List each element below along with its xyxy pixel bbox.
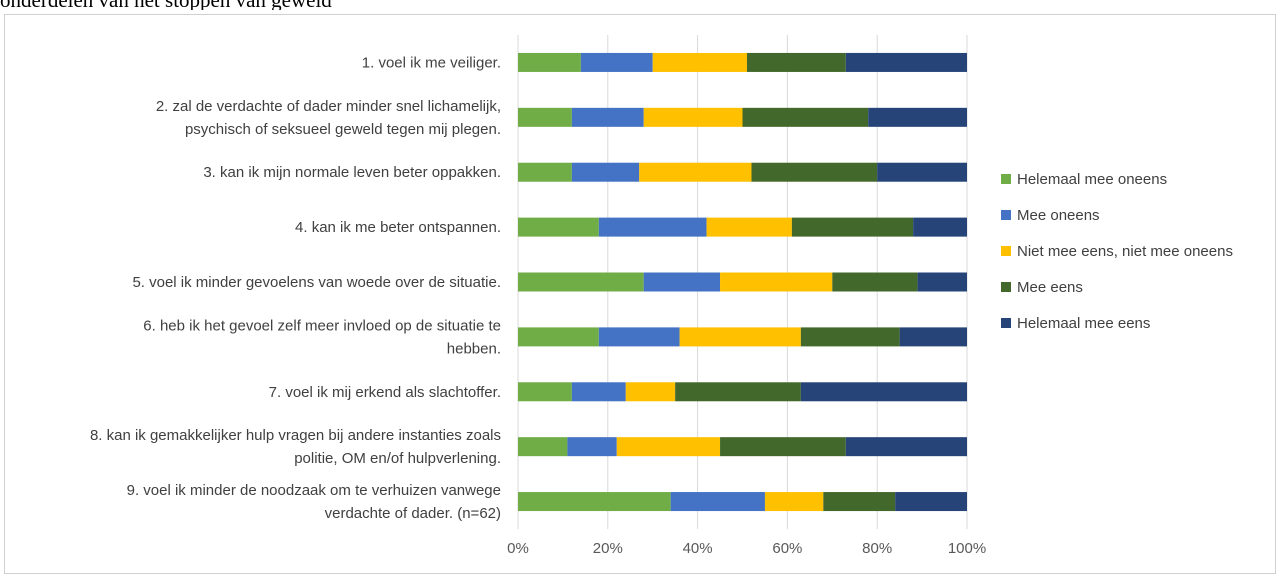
category-label: 3. kan ik mijn normale leven beter oppak… (203, 164, 501, 181)
bar-segment (845, 437, 967, 457)
bar-segment (877, 162, 967, 182)
bar-segment (518, 327, 599, 347)
category-label-line: 7. voel ik mij erkend als slachtoffer. (269, 384, 501, 401)
category-label-line: 9. voel ik minder de noodzaak om te verh… (127, 482, 501, 499)
bar-segment (895, 492, 967, 512)
legend-swatch (1001, 246, 1011, 256)
category-label-line: 1. voel ik me veiliger. (362, 54, 501, 71)
legend-swatch (1001, 210, 1011, 220)
bar-segment (800, 382, 967, 402)
bar-segment (518, 217, 599, 237)
category-label: 8. kan ik gemakkelijker hulp vragen bij … (90, 427, 501, 467)
category-label-line: 5. voel ik minder gevoelens van woede ov… (132, 274, 501, 291)
legend-label: Helemaal mee eens (1017, 315, 1150, 332)
bar-segment (746, 52, 846, 72)
bar-segment (571, 162, 640, 182)
bar-segment (580, 52, 653, 72)
category-label: 5. voel ik minder gevoelens van woede ov… (132, 274, 501, 291)
bar-segment (518, 492, 671, 512)
category-label: 1. voel ik me veiliger. (362, 54, 501, 71)
bar-segment (913, 217, 967, 237)
bar-segment (899, 327, 967, 347)
category-label: 2. zal de verdachte of dader minder snel… (156, 98, 501, 138)
bar-segment (917, 272, 967, 292)
category-label-line: verdachte of dader. (n=62) (325, 505, 501, 522)
bar-segment (868, 107, 967, 127)
legend: Helemaal mee oneens Mee oneens Niet mee ee… (1001, 171, 1233, 332)
bar-segment (567, 437, 617, 457)
category-label-line: 8. kan ik gemakkelijker hulp vragen bij … (90, 427, 501, 444)
x-tick-label: 60% (772, 540, 802, 557)
x-tick-label: 20% (593, 540, 623, 557)
bar-segment (518, 162, 572, 182)
bar-segment (652, 52, 747, 72)
header-snippet: onderdelen van het stoppen van geweld (0, 0, 1281, 10)
bar-segment (720, 437, 846, 457)
category-label: 7. voel ik mij erkend als slachtoffer. (269, 384, 501, 401)
legend-label: Niet mee eens, niet mee oneens (1017, 243, 1233, 260)
chart-frame: 1. voel ik me veiliger. 2. zal de verdach… (4, 14, 1276, 574)
bar-segment (571, 382, 626, 402)
bar-segment (625, 382, 676, 402)
bar-segment (823, 492, 896, 512)
x-tick-label: 40% (683, 540, 713, 557)
bar-segment (518, 107, 572, 127)
bar-segment (764, 492, 824, 512)
bar-segment (679, 327, 801, 347)
legend-swatch (1001, 318, 1011, 328)
x-tick-label: 0% (507, 540, 529, 557)
bar-segment (675, 382, 801, 402)
bar-segment (832, 272, 918, 292)
legend-swatch (1001, 282, 1011, 292)
legend-label: Mee oneens (1017, 207, 1100, 224)
category-labels: 1. voel ik me veiliger. 2. zal de verdach… (90, 54, 501, 522)
category-label: 9. voel ik minder de noodzaak om te verh… (127, 482, 501, 522)
category-label: 6. heb ik het gevoel zelf meer invloed o… (143, 317, 501, 357)
bar-segment (518, 437, 568, 457)
bar-segment (518, 52, 581, 72)
category-label-line: 3. kan ik mijn normale leven beter oppak… (203, 164, 501, 181)
x-tick-label: 80% (862, 540, 892, 557)
bar-segment (571, 107, 644, 127)
bar-segment (720, 272, 833, 292)
x-axis-ticks: 0% 20% 40% 60% 80% 100% (507, 540, 986, 557)
category-label-line: 6. heb ik het gevoel zelf meer invloed o… (143, 317, 501, 334)
bar-segment (706, 217, 792, 237)
legend-label: Mee eens (1017, 279, 1083, 296)
category-label-line: 2. zal de verdachte of dader minder snel… (156, 98, 501, 115)
bar-segment (518, 382, 572, 402)
bar-segment (639, 162, 752, 182)
bars (518, 52, 967, 512)
bar-segment (598, 327, 680, 347)
x-tick-label: 100% (948, 540, 986, 557)
category-label: 4. kan ik me beter ontspannen. (295, 219, 501, 236)
bar-segment (598, 217, 707, 237)
stacked-bar-chart: 1. voel ik me veiliger. 2. zal de verdach… (90, 35, 1233, 557)
bar-segment (518, 272, 644, 292)
bar-segment (670, 492, 765, 512)
bar-segment (616, 437, 721, 457)
bar-segment (742, 107, 869, 127)
bar-segment (643, 107, 743, 127)
legend-label: Helemaal mee oneens (1017, 171, 1167, 188)
bar-segment (845, 52, 967, 72)
bar-segment (800, 327, 900, 347)
category-label-line: hebben. (447, 340, 501, 357)
category-label-line: 4. kan ik me beter ontspannen. (295, 219, 501, 236)
category-label-line: psychisch of seksueel geweld tegen mij p… (185, 121, 501, 138)
bar-segment (643, 272, 721, 292)
bar-segment (751, 162, 878, 182)
legend-swatch (1001, 174, 1011, 184)
bar-segment (791, 217, 914, 237)
category-label-line: politie, OM en/of hulpverlening. (294, 450, 501, 467)
